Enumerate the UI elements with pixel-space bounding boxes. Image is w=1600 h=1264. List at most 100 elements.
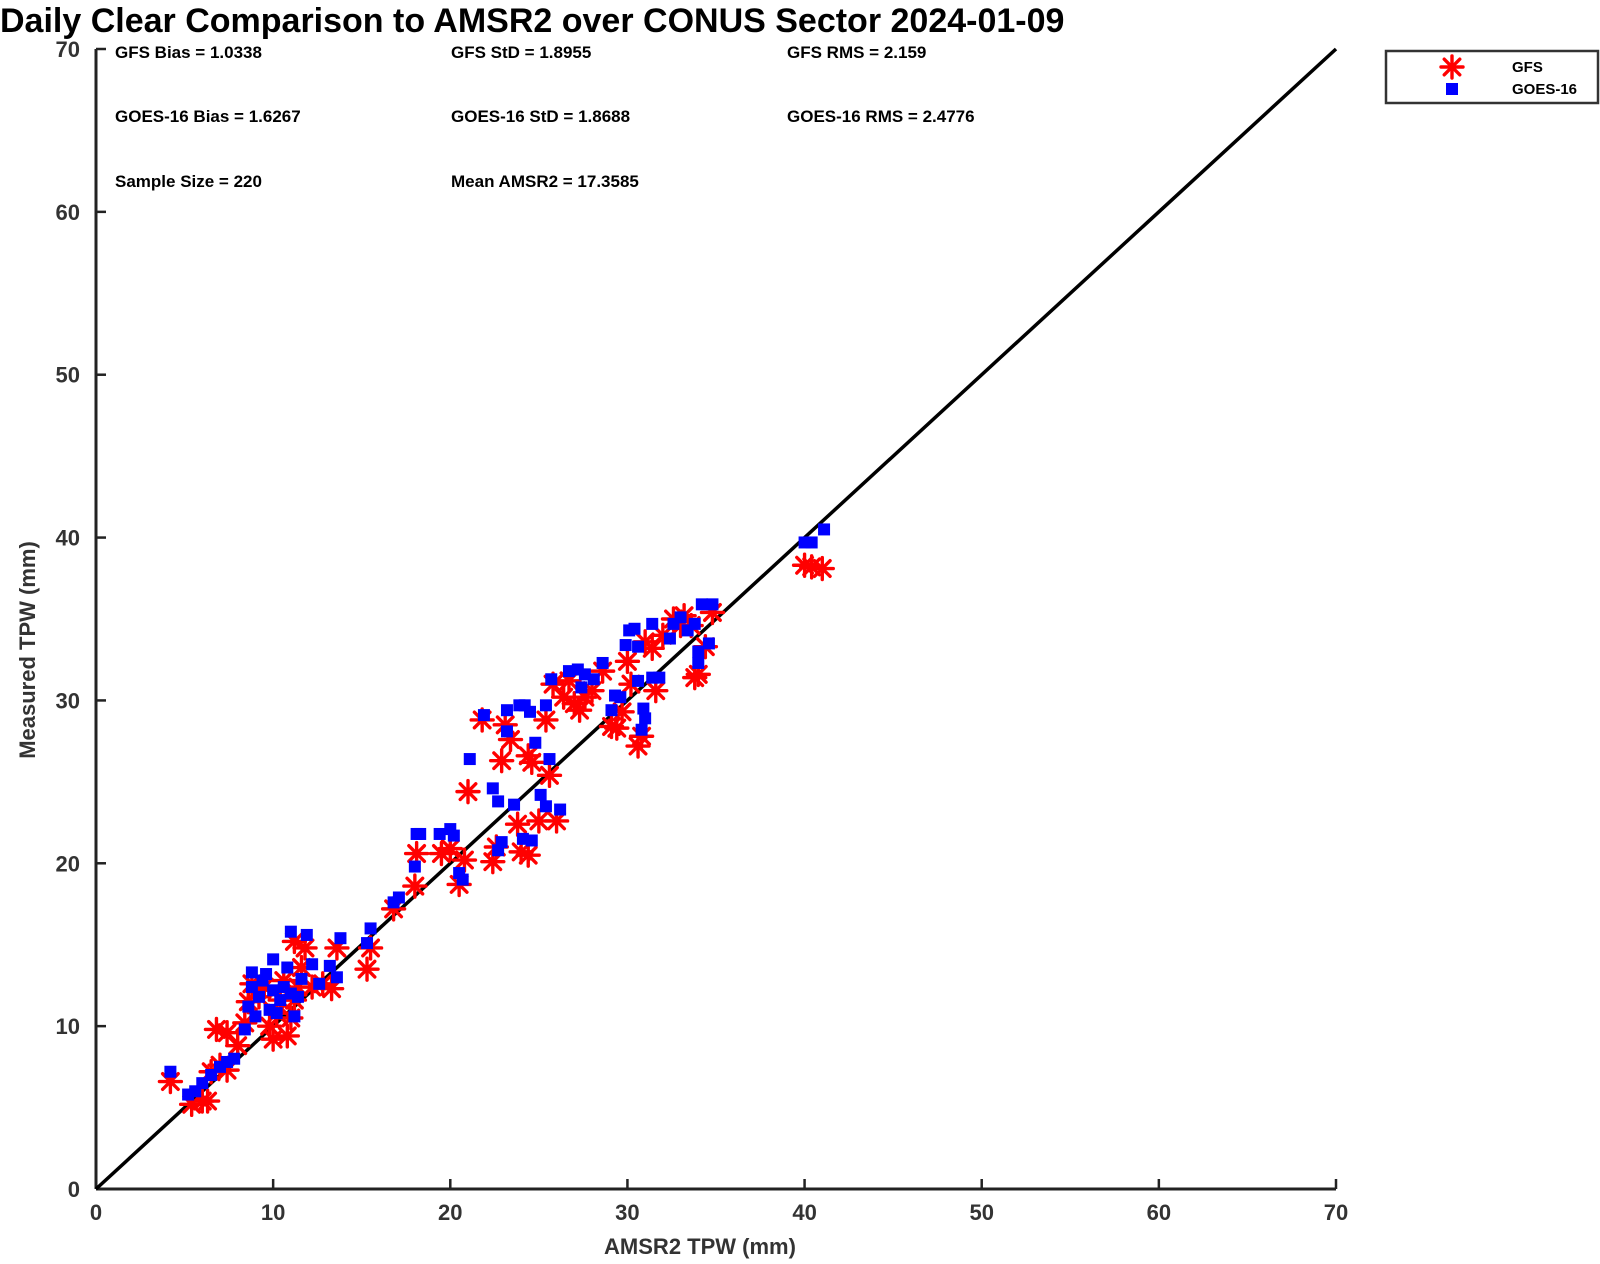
stat-text: GOES-16 Bias = 1.6267 <box>115 107 301 126</box>
goes16-point <box>414 827 427 840</box>
goes16-point <box>674 611 687 624</box>
goes16-point <box>267 984 280 997</box>
goes16-point <box>619 639 632 652</box>
stat-text: GFS Bias = 1.0338 <box>115 43 262 62</box>
goes16-point <box>281 961 294 974</box>
goes16-point <box>632 674 645 687</box>
gfs-point <box>455 778 481 805</box>
goes16-point <box>361 937 374 950</box>
goes16-point <box>639 712 652 725</box>
goes16-point <box>242 1000 255 1013</box>
goes16-point <box>805 536 818 549</box>
goes16-point <box>632 640 645 653</box>
goes16-point <box>706 598 719 611</box>
x-axis-label: AMSR2 TPW (mm) <box>604 1234 796 1259</box>
goes16-point <box>575 681 588 694</box>
goes16-point <box>692 656 705 669</box>
goes16-point <box>306 958 319 971</box>
goes16-point <box>291 990 304 1003</box>
goes16-point <box>456 873 469 886</box>
gfs-point <box>403 840 430 867</box>
chart-title: Daily Clear Comparison to AMSR2 over CON… <box>0 2 1064 40</box>
goes16-point <box>284 925 297 938</box>
gfs-point <box>604 715 630 741</box>
goes16-point <box>364 922 377 935</box>
goes16-point <box>313 977 326 990</box>
gfs-point <box>260 1026 286 1052</box>
goes16-point <box>508 798 521 811</box>
gfs-point <box>354 956 380 982</box>
y-axis-label: Measured TPW (mm) <box>15 541 40 759</box>
goes16-point <box>477 709 490 722</box>
y-tick-label: 50 <box>56 363 80 388</box>
legend-goes16-marker <box>1446 83 1458 95</box>
gfs-point <box>809 555 835 582</box>
goes16-series <box>164 523 831 1101</box>
goes16-point <box>628 622 641 635</box>
y-tick-label: 10 <box>56 1014 80 1039</box>
x-tick-label: 40 <box>792 1200 816 1225</box>
stat-text: GOES-16 RMS = 2.4776 <box>787 107 975 126</box>
x-tick-label: 30 <box>615 1200 639 1225</box>
goes16-point <box>500 704 513 717</box>
gfs-point <box>402 873 428 899</box>
gfs-point <box>274 1023 301 1049</box>
gfs-series <box>157 552 835 1118</box>
goes16-point <box>495 836 508 849</box>
y-tick-label: 40 <box>56 526 80 551</box>
goes16-point <box>702 637 715 650</box>
goes16-point <box>635 723 648 736</box>
goes16-point <box>392 891 405 904</box>
goes16-point <box>260 968 273 981</box>
stat-text: Sample Size = 220 <box>115 172 262 191</box>
goes16-point <box>270 1007 283 1020</box>
goes16-point <box>330 971 343 984</box>
y-tick-label: 60 <box>56 200 80 225</box>
goes16-point <box>252 990 265 1003</box>
y-tick-label: 0 <box>68 1177 80 1202</box>
x-tick-label: 0 <box>90 1200 102 1225</box>
goes16-point <box>300 928 313 941</box>
goes16-point <box>249 1010 262 1023</box>
goes16-point <box>245 966 258 979</box>
goes16-point <box>545 673 558 686</box>
goes16-point <box>524 705 536 718</box>
goes16-point <box>653 671 666 684</box>
goes16-point <box>695 598 708 611</box>
statistics-annotations: GFS Bias = 1.0338 GFS StD = 1.8955 GFS RMS… <box>115 43 975 191</box>
x-tick-label: 60 <box>1147 1200 1171 1225</box>
goes16-point <box>274 994 287 1007</box>
goes16-point <box>614 691 627 704</box>
stat-text: GOES-16 StD = 1.8688 <box>451 107 630 126</box>
x-tick-label: 50 <box>969 1200 993 1225</box>
goes16-point <box>408 860 421 873</box>
gfs-point <box>614 648 641 675</box>
stat-text: GFS RMS = 2.159 <box>787 43 926 62</box>
goes16-point <box>433 827 446 840</box>
gfs-point <box>515 842 541 868</box>
goes16-point <box>486 782 499 795</box>
goes16-point <box>539 699 552 712</box>
plot-axes: 0 10 20 30 40 50 60 70 0 10 20 30 40 50 60 70 <box>56 37 1349 1225</box>
legend-box <box>1384 49 1600 105</box>
legend: GFS GOES-16 <box>1384 49 1600 105</box>
goes16-point <box>543 753 556 766</box>
goes16-point <box>500 725 513 738</box>
stat-text: GFS StD = 1.8955 <box>451 43 591 62</box>
goes16-point <box>539 800 552 813</box>
x-tick-label: 70 <box>1324 1200 1348 1225</box>
legend-gfs-label: GFS <box>1512 59 1543 76</box>
goes16-point <box>529 736 542 749</box>
legend-gfs-marker <box>1439 54 1465 80</box>
gfs-point <box>533 707 559 733</box>
y-tick-label: 70 <box>56 37 80 62</box>
goes16-point <box>295 972 308 985</box>
y-tick-label: 30 <box>56 688 80 713</box>
goes16-point <box>605 704 618 717</box>
goes16-point <box>164 1065 177 1078</box>
goes16-point <box>818 523 831 536</box>
goes16-point <box>688 617 701 630</box>
gfs-point <box>519 749 545 776</box>
goes16-point <box>245 981 258 994</box>
